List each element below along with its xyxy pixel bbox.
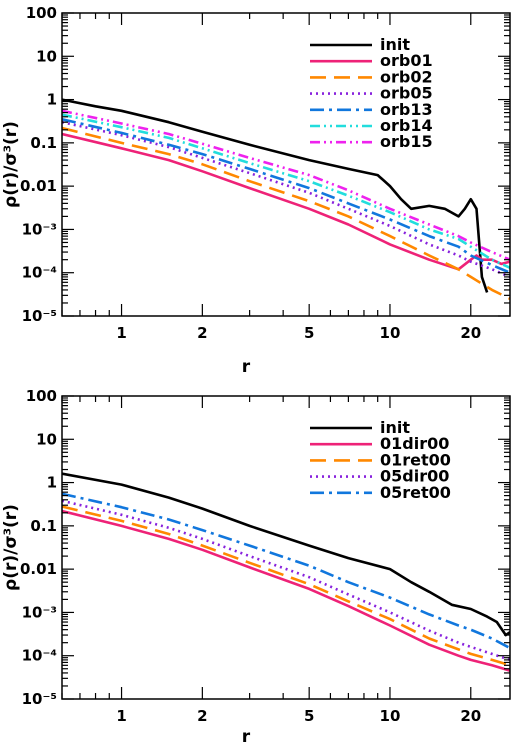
x-axis-label: r — [242, 727, 251, 747]
x-tick-label: 1 — [116, 707, 126, 725]
y-tick-label: 10⁻³ — [22, 220, 57, 238]
legend-label-orb05: orb05 — [380, 84, 433, 103]
x-tick-label: 10 — [380, 707, 401, 725]
series-line-init — [62, 472, 510, 637]
y-tick-label: 10⁻³ — [22, 603, 57, 621]
series-line-orb15 — [62, 109, 510, 261]
legend-label-init: init — [380, 35, 410, 54]
legend-label-init: init — [380, 418, 410, 437]
legend-label-05ret00: 05ret00 — [380, 483, 451, 502]
y-tick-label: 1 — [47, 91, 57, 109]
legend-label-01ret00: 01ret00 — [380, 450, 451, 469]
y-tick-label: 10 — [36, 430, 57, 448]
y-tick-label: 0.01 — [20, 177, 57, 195]
y-tick-label: 10⁻⁴ — [22, 647, 57, 665]
plot-frame — [61, 395, 511, 700]
x-tick-label: 20 — [460, 707, 481, 725]
y-tick-label: 10⁻⁴ — [22, 264, 57, 282]
series-group — [62, 472, 510, 672]
legend-label-orb01: orb01 — [380, 51, 433, 70]
legend-label-orb02: orb02 — [380, 67, 433, 86]
series-line-01dir00 — [62, 509, 510, 672]
y-axis-label: ρ(r)/σ³(r) — [1, 121, 21, 208]
x-tick-label: 5 — [304, 324, 314, 342]
chart-panel-2: 1 2 5 10 20 100 10 1 0.1 0.01 10⁻³ 10⁻⁴ 10⁻⁵ r ρ(r)/σ³… — [1, 387, 511, 747]
legend-label-orb14: orb14 — [380, 116, 433, 135]
y-axis-label: ρ(r)/σ³(r) — [1, 504, 21, 591]
y-tick-label: 0.01 — [20, 560, 57, 578]
legend-label-orb15: orb15 — [380, 132, 433, 151]
series-line-05dir00 — [62, 499, 510, 662]
x-axis-label: r — [242, 357, 251, 377]
series-line-orb05 — [62, 120, 510, 279]
y-tick-label: 10⁻⁵ — [22, 307, 57, 325]
y-tick-label: 10 — [36, 47, 57, 65]
x-tick-label: 5 — [304, 707, 314, 725]
plot-frame — [61, 12, 511, 317]
x-tick-label: 10 — [380, 324, 401, 342]
series-line-init — [62, 98, 489, 293]
y-tick-label: 0.1 — [30, 134, 57, 152]
series-line-orb13 — [62, 118, 510, 274]
series-line-orb01 — [62, 132, 510, 271]
y-tick-label: 0.1 — [30, 517, 57, 535]
legend-label-05dir00: 05dir00 — [380, 467, 449, 486]
x-tick-label: 2 — [197, 707, 207, 725]
series-line-05ret00 — [62, 492, 510, 650]
legend-label-orb13: orb13 — [380, 100, 433, 119]
series-line-orb14 — [62, 113, 510, 269]
y-tick-label: 100 — [26, 4, 57, 22]
y-tick-label: 10⁻⁵ — [22, 690, 57, 708]
x-tick-label: 2 — [197, 324, 207, 342]
chart-panel-1: 1 2 5 10 20 100 10 1 0.1 0.01 10⁻³ 10⁻⁴ 10⁻⁵ r ρ(r)/σ³… — [1, 4, 511, 377]
x-tick-label: 20 — [460, 324, 481, 342]
legend-label-01dir00: 01dir00 — [380, 434, 449, 453]
y-tick-label: 100 — [26, 387, 57, 405]
y-tick-label: 1 — [47, 474, 57, 492]
series-line-01ret00 — [62, 505, 510, 667]
x-tick-label: 1 — [116, 324, 126, 342]
series-line-orb02 — [62, 126, 510, 300]
series-group — [62, 98, 510, 300]
